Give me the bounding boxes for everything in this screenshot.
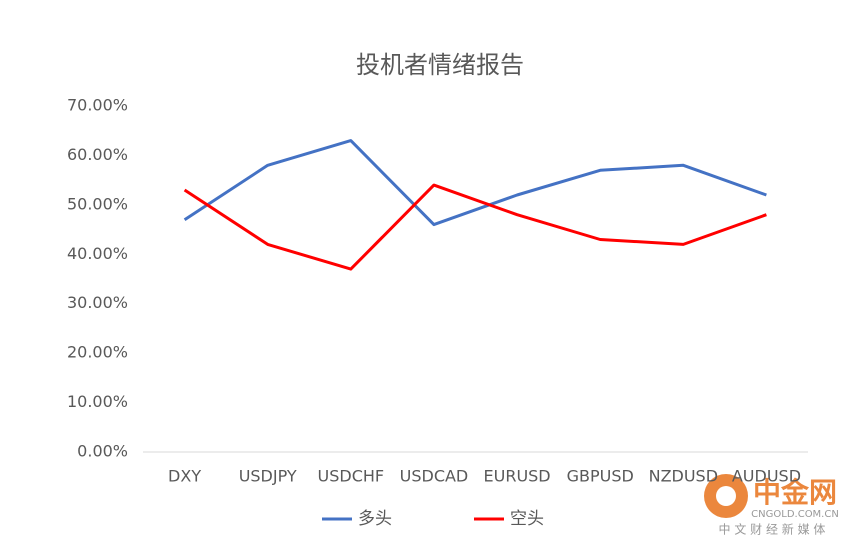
watermark-tagline: 中 文 财 经 新 媒 体 bbox=[719, 522, 826, 537]
y-tick-label: 60.00% bbox=[67, 145, 128, 164]
x-tick-label: GBPUSD bbox=[567, 467, 634, 486]
x-tick-label: USDCAD bbox=[400, 467, 469, 486]
y-tick-label: 40.00% bbox=[67, 244, 128, 263]
y-tick-label: 70.00% bbox=[67, 96, 128, 115]
watermark-logo: 中金网 bbox=[753, 476, 837, 509]
legend-label: 多头 bbox=[358, 509, 392, 529]
x-tick-label: EURUSD bbox=[484, 467, 551, 486]
legend-label: 空头 bbox=[510, 509, 544, 529]
watermark-url: CNGOLD.COM.CN bbox=[751, 509, 839, 520]
y-tick-label: 50.00% bbox=[67, 194, 128, 213]
series-line bbox=[183, 139, 767, 227]
chart-title: 投机者情绪报告 bbox=[356, 51, 524, 79]
x-tick-label: AUDUSD bbox=[732, 467, 801, 486]
x-tick-label: USDCHF bbox=[318, 467, 385, 486]
series-line bbox=[183, 183, 767, 271]
y-tick-label: 0.00% bbox=[77, 442, 128, 461]
y-tick-label: 30.00% bbox=[67, 293, 128, 312]
y-tick-label: 20.00% bbox=[67, 343, 128, 362]
x-tick-label: NZDUSD bbox=[649, 467, 718, 486]
watermark-icon-inner bbox=[716, 486, 736, 506]
watermark: 中金网 CNGOLD.COM.CN 中 文 财 经 新 媒 体 bbox=[704, 474, 839, 537]
x-tick-label: DXY bbox=[168, 467, 201, 486]
x-tick-label: USDJPY bbox=[239, 467, 297, 486]
y-tick-label: 10.00% bbox=[67, 392, 128, 411]
